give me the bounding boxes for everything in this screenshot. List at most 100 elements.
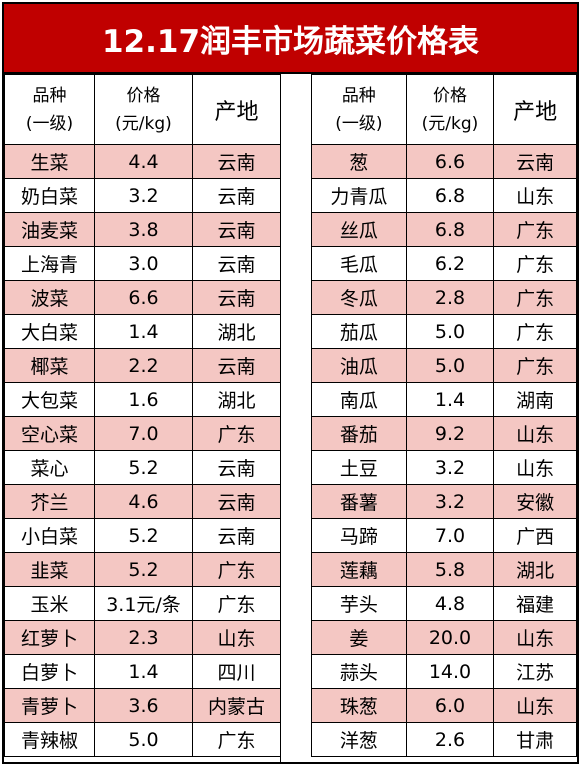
price-value: 5.2 <box>94 518 193 553</box>
price-value: 5.2 <box>94 552 193 587</box>
origin-value: 云南 <box>192 518 281 553</box>
vegetable-name: 红萝卜 <box>4 620 95 655</box>
table-row: 茄瓜 5.0 广东 <box>311 314 577 349</box>
origin-value: 广东 <box>192 722 281 757</box>
price-value: 3.2 <box>94 178 193 213</box>
price-value: 3.2 <box>405 450 495 485</box>
vegetable-name: 芋头 <box>311 586 407 621</box>
origin-value: 山东 <box>493 688 577 723</box>
vegetable-name: 上海青 <box>4 246 95 281</box>
table-row: 油瓜 5.0 广东 <box>311 348 577 383</box>
table-row: 青辣椒 5.0 广东 <box>4 722 281 757</box>
table-row: 大白菜 1.4 湖北 <box>4 314 281 349</box>
vegetable-name: 小白菜 <box>4 518 95 553</box>
table-row: 生菜 4.4 云南 <box>4 144 281 179</box>
vegetable-name: 青萝卜 <box>4 688 95 723</box>
vegetable-name: 油瓜 <box>311 348 407 383</box>
price-value: 6.8 <box>405 178 495 213</box>
table-row: 姜 20.0 山东 <box>311 620 577 655</box>
table-row: 珠葱 6.0 山东 <box>311 688 577 723</box>
vegetable-name: 菜心 <box>4 450 95 485</box>
vegetable-name: 毛瓜 <box>311 246 407 281</box>
origin-value: 甘肃 <box>493 722 577 757</box>
origin-value: 湖南 <box>493 382 577 417</box>
header-name-line1: 品种 <box>341 85 376 106</box>
origin-value: 广东 <box>493 280 577 315</box>
price-value: 5.8 <box>405 552 495 587</box>
header-price-line1: 价格 <box>432 85 467 106</box>
price-value: 4.4 <box>94 144 193 179</box>
price-value: 1.6 <box>94 382 193 417</box>
header-price: 价格 (元/kg) <box>94 74 193 145</box>
vegetable-name: 芥兰 <box>4 484 95 519</box>
vegetable-name: 大白菜 <box>4 314 95 349</box>
vegetable-name: 洋葱 <box>311 722 407 757</box>
table-row: 葱 6.6 云南 <box>311 144 577 179</box>
vegetable-name: 番茄 <box>311 416 407 451</box>
origin-value: 广东 <box>493 314 577 349</box>
table-row: 洋葱 2.6 甘肃 <box>311 722 577 757</box>
price-value: 3.8 <box>94 212 193 247</box>
price-value: 3.1元/条 <box>94 586 193 621</box>
vegetable-name: 蒜头 <box>311 654 407 689</box>
table-row: 小白菜 5.2 云南 <box>4 518 281 553</box>
table-row: 力青瓜 6.8 山东 <box>311 178 577 213</box>
vegetable-name: 大包菜 <box>4 382 95 417</box>
price-value: 5.0 <box>405 348 495 383</box>
origin-value: 山东 <box>192 620 281 655</box>
price-value: 2.8 <box>405 280 495 315</box>
table-row: 椰菜 2.2 云南 <box>4 348 281 383</box>
origin-value: 山东 <box>493 178 577 213</box>
price-value: 3.6 <box>94 688 193 723</box>
vegetable-name: 生菜 <box>4 144 95 179</box>
table-row: 玉米 3.1元/条 广东 <box>4 586 281 621</box>
sheet-title: 12.17润丰市场蔬菜价格表 <box>4 4 577 74</box>
origin-value: 山东 <box>493 450 577 485</box>
origin-value: 江苏 <box>493 654 577 689</box>
origin-value: 山东 <box>493 416 577 451</box>
vegetable-name: 椰菜 <box>4 348 95 383</box>
price-value: 20.0 <box>405 620 495 655</box>
origin-value: 广东 <box>192 552 281 587</box>
table-row: 空心菜 7.0 广东 <box>4 416 281 451</box>
vegetable-name: 油麦菜 <box>4 212 95 247</box>
origin-value: 云南 <box>192 246 281 281</box>
price-value: 1.4 <box>94 654 193 689</box>
table-row: 波菜 6.6 云南 <box>4 280 281 315</box>
table-row: 冬瓜 2.8 广东 <box>311 280 577 315</box>
origin-value: 云南 <box>192 280 281 315</box>
table-row: 蒜头 14.0 江苏 <box>311 654 577 689</box>
price-value: 1.4 <box>94 314 193 349</box>
origin-value: 安徽 <box>493 484 577 519</box>
vegetable-name: 冬瓜 <box>311 280 407 315</box>
vegetable-name: 莲藕 <box>311 552 407 587</box>
price-value: 3.0 <box>94 246 193 281</box>
vegetable-name: 青辣椒 <box>4 722 95 757</box>
table-row: 韭菜 5.2 广东 <box>4 552 281 587</box>
price-value: 6.6 <box>94 280 193 315</box>
origin-value: 广西 <box>493 518 577 553</box>
vegetable-name: 葱 <box>311 144 407 179</box>
price-value: 5.0 <box>94 722 193 757</box>
price-value: 5.0 <box>405 314 495 349</box>
vegetable-name: 白萝卜 <box>4 654 95 689</box>
vegetable-name: 南瓜 <box>311 382 407 417</box>
price-value: 3.2 <box>405 484 495 519</box>
left-price-table: 品种 (一级) 价格 (元/kg) 产地 生菜 4.4 云南 奶白菜 3.2 云南 油麦菜 3… <box>4 74 281 757</box>
vegetable-name: 珠葱 <box>311 688 407 723</box>
price-value: 2.6 <box>405 722 495 757</box>
vegetable-name: 玉米 <box>4 586 95 621</box>
table-row: 上海青 3.0 云南 <box>4 246 281 281</box>
vegetable-name: 波菜 <box>4 280 95 315</box>
header-origin: 产地 <box>192 74 281 145</box>
header-name-line2: (一级) <box>25 113 74 134</box>
origin-value: 云南 <box>493 144 577 179</box>
vegetable-name: 韭菜 <box>4 552 95 587</box>
price-value: 7.0 <box>405 518 495 553</box>
vegetable-name: 马蹄 <box>311 518 407 553</box>
price-value: 2.3 <box>94 620 193 655</box>
origin-value: 广东 <box>493 246 577 281</box>
header-row: 品种 (一级) 价格 (元/kg) 产地 <box>4 74 281 145</box>
price-value: 6.8 <box>405 212 495 247</box>
